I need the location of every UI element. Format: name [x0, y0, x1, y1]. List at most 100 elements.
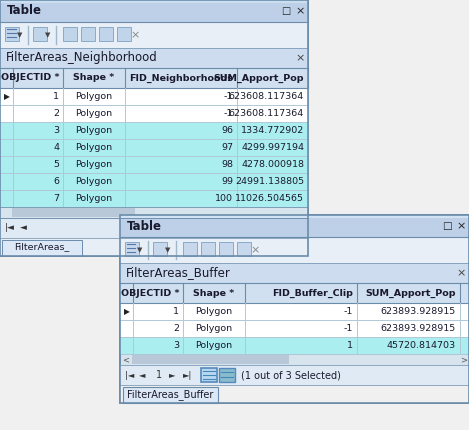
Bar: [0, 190, 308, 207]
Bar: [63, 27, 77, 41]
Bar: [120, 337, 469, 354]
Text: Shape *: Shape *: [73, 74, 114, 83]
Text: ▼: ▼: [165, 247, 171, 253]
Bar: [33, 27, 47, 41]
Bar: [0, 122, 308, 139]
Text: 1: 1: [347, 341, 353, 350]
Text: SUM_Apport_Pop: SUM_Apport_Pop: [365, 289, 456, 298]
Bar: [0, 0, 308, 3]
Text: 97: 97: [221, 143, 233, 152]
Bar: [0, 238, 308, 256]
Text: 99: 99: [221, 177, 233, 186]
Text: ▼: ▼: [17, 32, 23, 38]
Bar: [81, 27, 95, 41]
Text: Table: Table: [127, 219, 162, 233]
Text: Polygon: Polygon: [76, 194, 113, 203]
Bar: [99, 27, 113, 41]
Text: FilterAreas_Buffer: FilterAreas_Buffer: [127, 390, 214, 400]
Text: 7: 7: [53, 194, 59, 203]
Text: 100: 100: [215, 194, 233, 203]
Text: |◄: |◄: [125, 371, 135, 380]
Text: 24991.138805: 24991.138805: [235, 177, 304, 186]
Text: ►|: ►|: [183, 371, 192, 380]
Text: 5: 5: [53, 160, 59, 169]
Text: 623608.117364: 623608.117364: [229, 109, 304, 118]
Text: ▼: ▼: [137, 247, 143, 253]
Bar: [120, 215, 469, 218]
Bar: [0, 173, 308, 190]
Bar: [153, 242, 167, 256]
Bar: [120, 215, 469, 237]
Text: Polygon: Polygon: [196, 324, 233, 333]
Bar: [201, 368, 217, 382]
Text: Polygon: Polygon: [196, 341, 233, 350]
Bar: [0, 105, 308, 122]
Text: Polygon: Polygon: [196, 307, 233, 316]
Text: Polygon: Polygon: [76, 177, 113, 186]
Text: OBJECTID *: OBJECTID *: [0, 74, 59, 83]
Bar: [201, 242, 215, 256]
Bar: [120, 263, 469, 283]
Bar: [120, 354, 469, 365]
Text: FilterAreas_Buffer: FilterAreas_Buffer: [126, 267, 231, 280]
Text: 3: 3: [53, 126, 59, 135]
Text: Polygon: Polygon: [76, 126, 113, 135]
Text: 98: 98: [221, 160, 233, 169]
Bar: [2, 240, 82, 256]
Text: ◄: ◄: [20, 224, 27, 233]
Text: |◄: |◄: [5, 224, 15, 233]
Bar: [0, 22, 308, 48]
Bar: [0, 139, 308, 156]
Bar: [120, 320, 469, 337]
Text: □: □: [442, 221, 452, 231]
Text: 3: 3: [173, 341, 179, 350]
Text: ×: ×: [130, 30, 140, 40]
Bar: [5, 27, 19, 41]
Bar: [120, 283, 469, 303]
Bar: [125, 242, 139, 256]
Text: 1: 1: [156, 370, 162, 380]
Text: OBJECTID *: OBJECTID *: [121, 289, 179, 298]
Text: ▶: ▶: [4, 92, 9, 101]
Bar: [0, 88, 308, 105]
Bar: [120, 237, 469, 263]
Bar: [120, 365, 469, 385]
Bar: [12, 208, 135, 217]
Bar: [0, 0, 308, 256]
Text: 1: 1: [173, 307, 179, 316]
Bar: [120, 215, 469, 403]
Text: 96: 96: [221, 126, 233, 135]
Text: 4: 4: [53, 143, 59, 152]
Bar: [120, 385, 469, 403]
Text: -1: -1: [224, 92, 233, 101]
Bar: [0, 0, 308, 22]
Text: 2: 2: [53, 109, 59, 118]
Text: FID_Neighborhoods: FID_Neighborhoods: [129, 74, 233, 83]
Text: 11026.504565: 11026.504565: [235, 194, 304, 203]
Text: 6: 6: [53, 177, 59, 186]
Bar: [117, 27, 131, 41]
Text: Polygon: Polygon: [76, 92, 113, 101]
Text: 1334.772902: 1334.772902: [241, 126, 304, 135]
Text: FilterAreas_: FilterAreas_: [15, 243, 69, 252]
Bar: [219, 242, 233, 256]
Bar: [237, 242, 251, 256]
Bar: [0, 48, 308, 68]
Text: ×: ×: [250, 245, 260, 255]
Text: ×: ×: [456, 268, 466, 278]
Bar: [219, 368, 235, 382]
Text: 2: 2: [173, 324, 179, 333]
Bar: [132, 355, 289, 364]
Text: Polygon: Polygon: [76, 109, 113, 118]
Text: >: >: [461, 355, 468, 364]
Text: ×: ×: [295, 53, 305, 63]
Bar: [0, 68, 308, 88]
Text: 4299.997194: 4299.997194: [241, 143, 304, 152]
Text: ◄: ◄: [139, 371, 145, 380]
Text: -1: -1: [344, 307, 353, 316]
Text: 623893.928915: 623893.928915: [381, 307, 456, 316]
Text: ►: ►: [169, 371, 175, 380]
Text: SUM_Apport_Pop: SUM_Apport_Pop: [213, 74, 304, 83]
Bar: [0, 156, 308, 173]
Text: ▼: ▼: [45, 32, 51, 38]
